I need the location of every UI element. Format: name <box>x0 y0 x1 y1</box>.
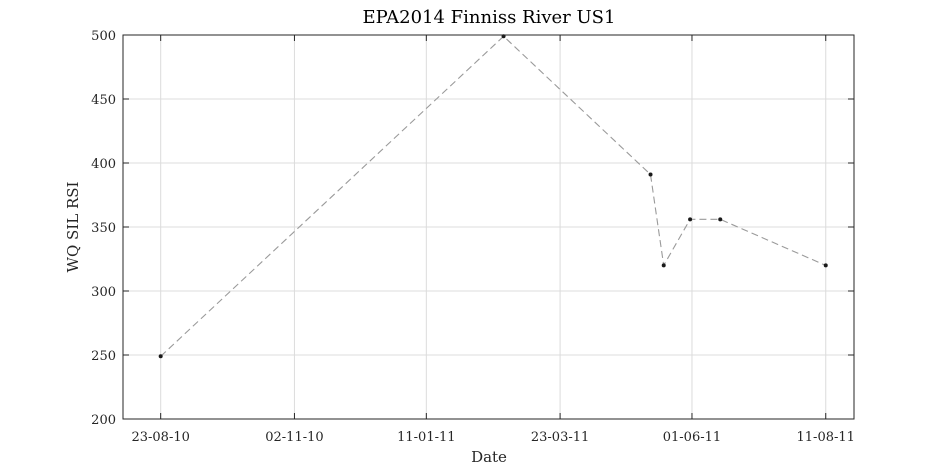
data-point <box>688 217 693 222</box>
y-tick-label: 200 <box>91 413 116 428</box>
x-tick-label: 02-11-10 <box>265 430 323 445</box>
data-point <box>823 263 828 268</box>
data-point <box>158 354 163 359</box>
data-point <box>718 217 723 222</box>
ticks: 23-08-10 02-11-10 11-01-11 23-03-11 01-06-11… <box>91 29 855 445</box>
x-tick-label: 23-03-11 <box>531 430 589 445</box>
x-tick-label: 11-01-11 <box>397 430 455 445</box>
series-line <box>160 35 826 357</box>
y-axis-label: WQ SIL RSI <box>64 181 82 272</box>
y-tick-label: 500 <box>91 29 116 44</box>
x-tick-label: 11-08-11 <box>797 430 855 445</box>
x-tick-label: 23-08-10 <box>131 430 189 445</box>
x-axis-label: Date <box>471 448 507 466</box>
y-tick-label: 300 <box>91 285 116 300</box>
y-tick-label: 400 <box>91 157 116 172</box>
y-tick-label: 350 <box>91 221 116 236</box>
y-tick-label: 450 <box>91 93 116 108</box>
y-tick-label: 250 <box>91 349 116 364</box>
chart-title: EPA2014 Finniss River US1 <box>363 7 616 28</box>
series-layer <box>158 34 828 359</box>
grid <box>123 34 854 420</box>
data-point <box>648 172 653 177</box>
data-point <box>661 263 666 268</box>
x-tick-label: 01-06-11 <box>663 430 721 445</box>
